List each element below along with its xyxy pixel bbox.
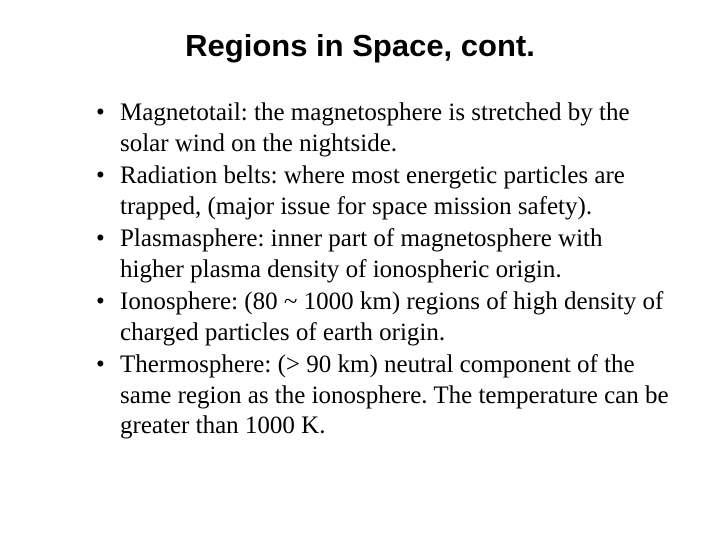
- slide-title: Regions in Space, cont.: [48, 28, 672, 64]
- list-item: Magnetotail: the magnetosphere is stretc…: [96, 98, 672, 159]
- list-item: Thermosphere: (> 90 km) neutral componen…: [96, 350, 672, 442]
- list-item: Plasmasphere: inner part of magnetospher…: [96, 224, 672, 285]
- list-item: Radiation belts: where most energetic pa…: [96, 161, 672, 222]
- bullet-list: Magnetotail: the magnetosphere is stretc…: [48, 98, 672, 442]
- list-item: Ionosphere: (80 ~ 1000 km) regions of hi…: [96, 287, 672, 348]
